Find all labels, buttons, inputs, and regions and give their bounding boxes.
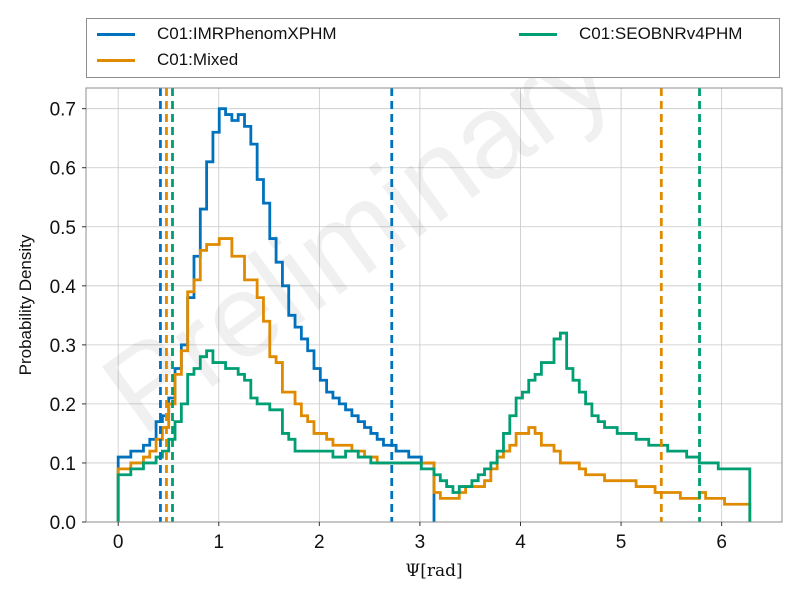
- legend-label: C01:Mixed: [157, 50, 239, 69]
- y-tick-label: 0.5: [50, 218, 76, 239]
- series-layer: [116, 107, 752, 522]
- y-tick-label: 0.3: [50, 336, 76, 357]
- x-tick-label: 0: [113, 532, 124, 553]
- x-tick-label: 2: [314, 532, 325, 553]
- y-tick-label: 0.1: [50, 454, 76, 475]
- series-c01-seobnrv4phm-line: [116, 331, 752, 522]
- x-tick-label: 4: [515, 532, 526, 553]
- y-tick-label: 0.7: [50, 100, 76, 121]
- credible-bounds-layer: [159, 88, 701, 522]
- legend-label: C01:SEOBNRv4PHM: [579, 24, 743, 43]
- legend-item-mixed: C01:Mixed: [97, 49, 238, 71]
- x-tick-label: 1: [213, 532, 224, 553]
- x-axis-ticks: 0 1 2 3 4 5 6: [113, 522, 727, 553]
- legend-item-imrphenomxphm: C01:IMRPhenomXPHM: [97, 23, 337, 45]
- y-tick-label: 0.6: [50, 159, 76, 180]
- x-tick-label: 5: [616, 532, 627, 553]
- plot-frame: [85, 87, 783, 523]
- legend-line-imrphenomxphm: [97, 32, 135, 36]
- y-tick-label: 0.0: [50, 513, 76, 534]
- legend: C01:IMRPhenomXPHM C01:Mixed C01:SEOBNRv4…: [86, 18, 780, 78]
- legend-label: C01:IMRPhenomXPHM: [157, 24, 337, 43]
- x-tick-label: 6: [716, 532, 727, 553]
- grid-lines: [86, 88, 782, 523]
- y-tick-label: 0.4: [50, 277, 77, 298]
- legend-item-seobnrv4phm: C01:SEOBNRv4PHM: [519, 23, 742, 45]
- y-tick-label: 0.2: [50, 395, 76, 416]
- y-axis-label: Probability Density: [16, 234, 35, 375]
- legend-line-mixed: [97, 58, 135, 62]
- legend-line-seobnrv4phm: [519, 32, 557, 36]
- x-axis-label: Ψ[rad]: [405, 561, 462, 581]
- y-axis-ticks: 0.0 0.1 0.2 0.3 0.4 0.5 0.6 0.7: [50, 100, 86, 534]
- x-tick-label: 3: [415, 532, 426, 553]
